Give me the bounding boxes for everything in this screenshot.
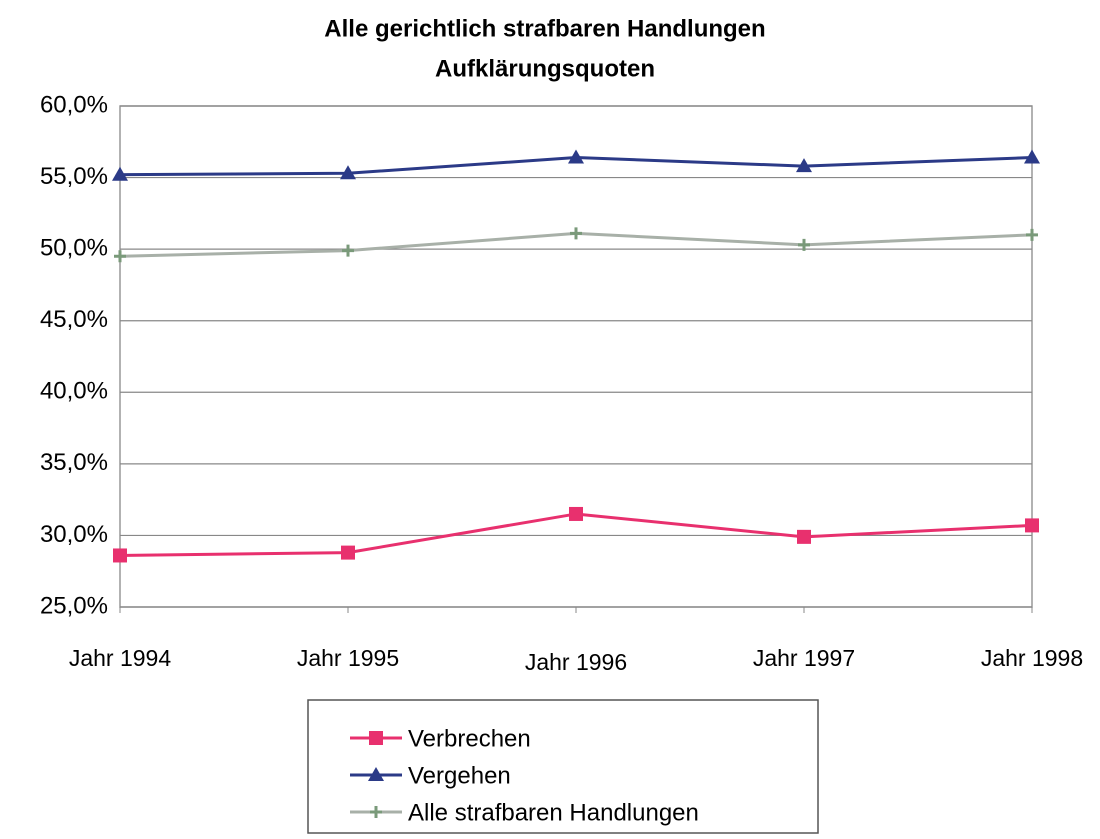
- y-tick-label: 30,0%: [40, 521, 108, 548]
- y-tick-label: 45,0%: [40, 306, 108, 333]
- marker: [796, 158, 812, 173]
- x-tick-label: Jahr 1996: [525, 649, 627, 675]
- x-tick-label: Jahr 1995: [297, 645, 399, 671]
- x-tick-label: Jahr 1998: [981, 645, 1083, 671]
- x-tick-label: Jahr 1997: [753, 645, 855, 671]
- marker: [341, 545, 355, 560]
- marker: [1024, 149, 1040, 164]
- marker: [797, 529, 811, 544]
- y-tick-label: 25,0%: [40, 592, 108, 619]
- chart-title: Alle gerichtlich strafbaren Handlungen: [324, 15, 765, 42]
- marker: [370, 806, 382, 818]
- marker: [368, 767, 384, 781]
- legend-label: Vergehen: [408, 762, 511, 789]
- marker: [342, 244, 354, 257]
- legend-label: Alle strafbaren Handlungen: [408, 799, 699, 826]
- y-tick-label: 55,0%: [40, 163, 108, 190]
- x-tick-label: Jahr 1994: [69, 645, 172, 671]
- marker: [369, 731, 383, 745]
- y-tick-label: 35,0%: [40, 449, 108, 476]
- marker: [340, 165, 356, 180]
- marker: [113, 548, 127, 563]
- marker: [568, 149, 584, 164]
- legend-label: Verbrechen: [408, 725, 531, 752]
- y-tick-label: 50,0%: [40, 234, 108, 261]
- marker: [1026, 228, 1038, 241]
- marker: [1025, 518, 1039, 533]
- marker: [570, 227, 582, 240]
- marker: [112, 166, 128, 181]
- marker: [114, 250, 126, 263]
- chart-subtitle: Aufklärungsquoten: [435, 55, 655, 82]
- marker: [569, 506, 583, 521]
- y-tick-label: 40,0%: [40, 378, 108, 405]
- y-tick-label: 60,0%: [40, 91, 108, 118]
- marker: [798, 238, 810, 251]
